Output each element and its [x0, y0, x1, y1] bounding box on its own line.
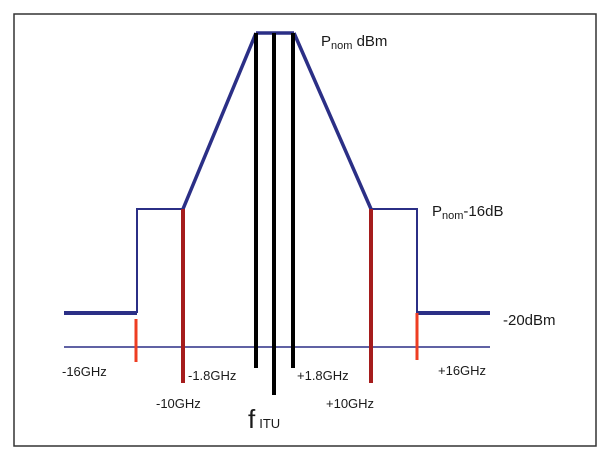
mask-right-slope	[292, 32, 373, 210]
diagram-frame	[13, 13, 597, 447]
label-neg1_8ghz: -1.8GHz	[188, 368, 236, 383]
label-f-itu: f ITU	[248, 404, 280, 434]
label-pos1_8ghz: +1.8GHz	[297, 368, 349, 383]
label-minus20dbm: -20dBm	[503, 312, 556, 329]
label-p-nom-16db: Pnom-16dB	[432, 203, 503, 222]
label-neg10ghz: -10GHz	[156, 396, 201, 411]
label-pos10ghz: +10GHz	[326, 396, 374, 411]
label-pos16ghz: +16GHz	[438, 363, 486, 378]
mask-left-step	[136, 208, 183, 313]
channel-ticks	[262, 44, 286, 315]
label-neg16ghz: -16GHz	[62, 364, 107, 379]
mask-right-step	[371, 208, 418, 313]
mask-left-slope	[181, 32, 258, 210]
label-p-nom: Pnom dBm	[321, 33, 387, 52]
